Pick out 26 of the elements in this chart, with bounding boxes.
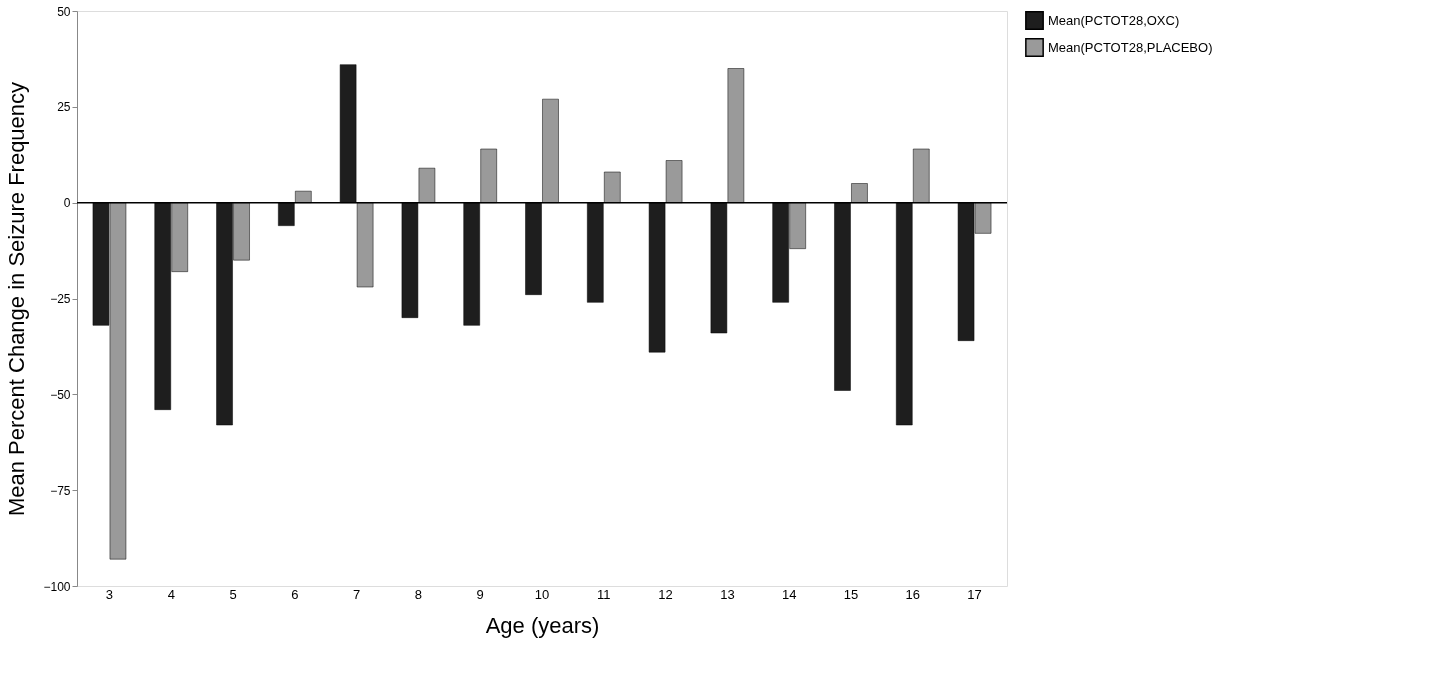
y-tick-label: 25 <box>57 100 71 115</box>
y-tick-label: 50 <box>57 4 71 19</box>
x-tick-label: 12 <box>658 586 673 602</box>
legend-label: Mean(PCTOT28,PLACEBO) <box>1048 39 1213 55</box>
x-tick-label: 6 <box>291 586 299 602</box>
x-tick-label: 7 <box>353 586 361 602</box>
x-tick-label: 9 <box>476 586 484 602</box>
x-tick-label: 10 <box>534 586 550 602</box>
y-tick-label: −25 <box>50 292 71 306</box>
y-tick-label: −75 <box>50 483 71 498</box>
x-tick-label: 16 <box>905 586 920 602</box>
x-tick-label: 5 <box>229 586 237 602</box>
x-tick-label: 14 <box>781 586 797 602</box>
y-tick-label: −50 <box>50 387 71 402</box>
y-tick-label: −100 <box>43 579 71 594</box>
y-tick-label: 0 <box>63 196 71 211</box>
x-tick-label: 4 <box>167 586 175 602</box>
x-tick-label: 13 <box>720 586 735 602</box>
legend-label: Mean(PCTOT28,OXC) <box>1048 12 1180 28</box>
x-tick-label: 15 <box>843 586 859 602</box>
x-axis-title: Age (years) <box>485 612 600 638</box>
x-tick-label: 17 <box>967 586 982 602</box>
x-tick-label: 11 <box>597 586 611 602</box>
y-axis-title: Mean Percent Change in Seizure Frequency <box>4 81 30 517</box>
x-tick-label: 8 <box>414 586 423 602</box>
x-tick-label: 3 <box>105 586 114 602</box>
